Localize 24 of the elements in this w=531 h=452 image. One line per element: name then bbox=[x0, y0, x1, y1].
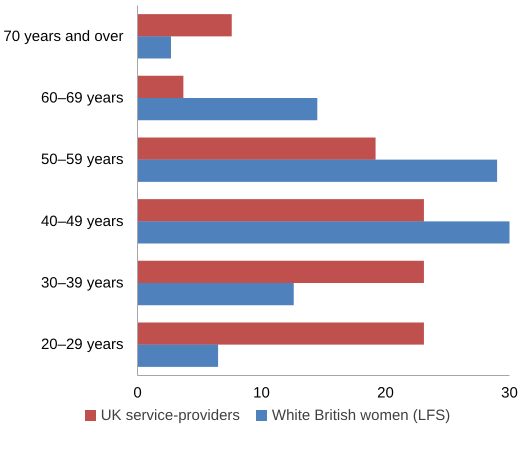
y-tick-label: 30–39 years bbox=[40, 274, 124, 292]
bar bbox=[138, 14, 232, 36]
bar bbox=[138, 344, 218, 367]
bar bbox=[138, 137, 376, 160]
y-tick-label: 50–59 years bbox=[40, 151, 124, 168]
bar bbox=[138, 160, 498, 182]
y-tick-label: 40–49 years bbox=[40, 212, 124, 230]
bar bbox=[138, 260, 424, 283]
y-tick-label: 60–69 years bbox=[40, 90, 124, 106]
x-tick-label: 10 bbox=[253, 384, 270, 402]
x-tick-label: 0 bbox=[133, 384, 142, 402]
x-tick-label: 30 bbox=[501, 384, 518, 402]
legend-label: UK service-providers bbox=[100, 406, 240, 426]
bar bbox=[138, 283, 294, 306]
bar bbox=[138, 98, 318, 120]
y-tick-label: 70 years and over bbox=[3, 28, 124, 45]
bar bbox=[138, 221, 510, 244]
bar bbox=[138, 322, 424, 345]
bar bbox=[138, 199, 424, 222]
x-tick-label: 20 bbox=[377, 384, 394, 402]
bar bbox=[138, 36, 171, 59]
bar bbox=[138, 76, 184, 98]
y-tick-label: 20–29 years bbox=[40, 336, 124, 354]
legend-label: White British women (LFS) bbox=[272, 406, 450, 426]
